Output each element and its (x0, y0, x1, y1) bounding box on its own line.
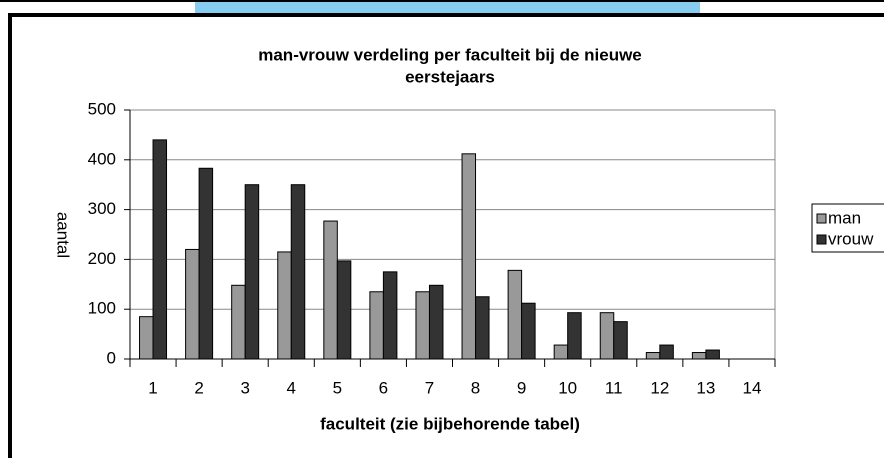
bar (231, 284, 246, 360)
bar (507, 269, 523, 360)
chart-title: eerstejaars (405, 67, 495, 86)
x-tick-label: 14 (743, 378, 762, 397)
y-tick-label: 300 (88, 199, 116, 218)
y-tick-label: 100 (88, 299, 116, 318)
bar (475, 296, 490, 360)
legend-label: vrouw (828, 229, 874, 248)
bar (198, 167, 214, 360)
bar (428, 284, 444, 360)
x-tick-label: 11 (605, 378, 623, 397)
bar (461, 153, 477, 360)
bar (567, 312, 582, 360)
x-tick-label: 7 (425, 378, 434, 397)
bar (415, 291, 430, 360)
bar (613, 321, 628, 360)
x-tick-label: 5 (333, 378, 342, 397)
bar (521, 302, 536, 360)
bar (185, 248, 200, 360)
bar (705, 349, 720, 360)
y-tick-label: 0 (107, 348, 116, 367)
bar (691, 352, 707, 360)
x-tick-label: 12 (650, 378, 669, 397)
bar (323, 220, 338, 360)
x-tick-label: 10 (558, 378, 577, 397)
bar (645, 352, 661, 360)
bar (152, 139, 168, 360)
x-tick-label: 8 (471, 378, 480, 397)
x-tick-label: 6 (379, 378, 388, 397)
legend-label: man (828, 208, 861, 227)
bar (553, 344, 569, 360)
x-tick-label: 2 (194, 378, 203, 397)
chart-title: man-vrouw verdeling per faculteit bij de… (258, 45, 642, 64)
x-tick-label: 3 (240, 378, 249, 397)
x-tick-label: 1 (148, 378, 157, 397)
bar (277, 251, 292, 360)
frame-left (8, 13, 12, 458)
y-tick-label: 500 (88, 99, 116, 118)
bar (382, 271, 398, 360)
bar (369, 291, 384, 360)
x-tick-label: 9 (517, 378, 526, 397)
y-tick-label: 400 (88, 149, 116, 168)
x-axis-label: faculteit (zie bijbehorende tabel) (320, 414, 580, 433)
x-tick-label: 4 (287, 378, 296, 397)
legend-swatch (816, 213, 827, 224)
top-tab (195, 2, 700, 13)
top-line (0, 0, 884, 2)
bar (659, 344, 674, 360)
x-tick-label: 13 (696, 378, 715, 397)
bar (336, 260, 352, 360)
bar (599, 312, 615, 360)
bar (290, 184, 306, 360)
legend-swatch (816, 234, 827, 245)
bar (244, 184, 260, 360)
frame-top (8, 13, 884, 17)
y-axis-label: aantal (54, 212, 73, 258)
bar (139, 316, 154, 360)
y-tick-label: 200 (88, 249, 116, 268)
